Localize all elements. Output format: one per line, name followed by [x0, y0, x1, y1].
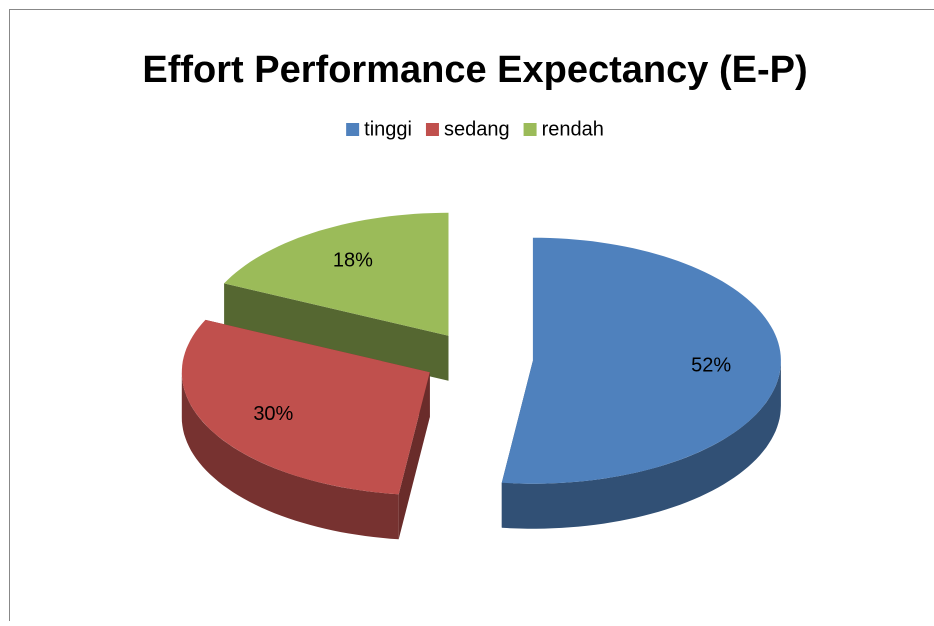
pie: 18% 52% 30% — [182, 213, 781, 540]
legend-swatch — [524, 123, 537, 136]
legend-label: tinggi — [364, 118, 412, 140]
chart-border — [10, 10, 934, 622]
legend-item: sedang — [426, 118, 510, 140]
data-label: 52% — [691, 355, 731, 377]
chart-title: Effort Performance Expectancy (E-P) — [142, 49, 807, 91]
legend-label: sedang — [444, 118, 510, 140]
data-label: 30% — [253, 403, 293, 425]
legend: tinggi sedang rendah — [346, 118, 604, 140]
legend-swatch — [426, 123, 439, 136]
legend-swatch — [346, 123, 359, 136]
slice: 52% — [502, 238, 781, 529]
legend-item: rendah — [524, 118, 604, 140]
data-label: 18% — [333, 249, 373, 271]
legend-label: rendah — [542, 118, 604, 140]
legend-item: tinggi — [346, 118, 412, 140]
